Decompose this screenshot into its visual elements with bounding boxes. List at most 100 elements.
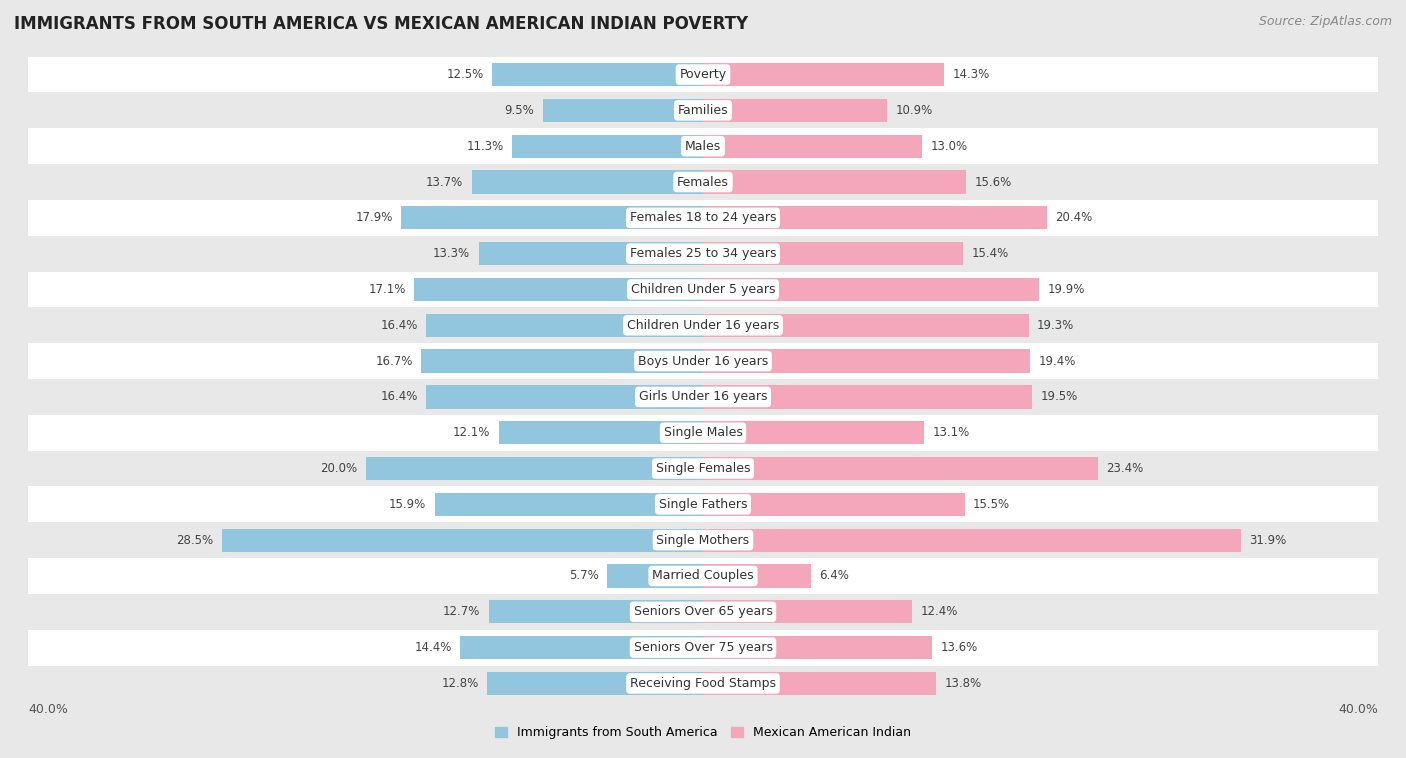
- Text: 17.9%: 17.9%: [356, 211, 392, 224]
- Text: 40.0%: 40.0%: [28, 703, 67, 716]
- Bar: [28, 594, 1378, 630]
- Text: Poverty: Poverty: [679, 68, 727, 81]
- Text: 16.4%: 16.4%: [381, 319, 418, 332]
- Bar: [607, 565, 703, 587]
- Text: 15.6%: 15.6%: [974, 176, 1012, 189]
- Text: 10.9%: 10.9%: [896, 104, 932, 117]
- Bar: [28, 558, 1378, 594]
- Bar: [28, 128, 1378, 164]
- Bar: [222, 528, 703, 552]
- Text: 31.9%: 31.9%: [1250, 534, 1286, 547]
- Bar: [703, 278, 1039, 301]
- Legend: Immigrants from South America, Mexican American Indian: Immigrants from South America, Mexican A…: [489, 722, 917, 744]
- Bar: [703, 135, 922, 158]
- Text: 17.1%: 17.1%: [368, 283, 406, 296]
- Bar: [426, 385, 703, 409]
- Bar: [512, 135, 703, 158]
- Text: 12.8%: 12.8%: [441, 677, 478, 690]
- Text: Females 25 to 34 years: Females 25 to 34 years: [630, 247, 776, 260]
- Text: 6.4%: 6.4%: [820, 569, 849, 582]
- Bar: [422, 349, 703, 373]
- Text: Families: Families: [678, 104, 728, 117]
- Text: Children Under 16 years: Children Under 16 years: [627, 319, 779, 332]
- Bar: [703, 672, 936, 695]
- Bar: [28, 343, 1378, 379]
- Bar: [28, 379, 1378, 415]
- Text: 12.5%: 12.5%: [447, 68, 484, 81]
- Text: 40.0%: 40.0%: [1339, 703, 1378, 716]
- Text: 9.5%: 9.5%: [505, 104, 534, 117]
- Bar: [28, 630, 1378, 666]
- Bar: [401, 206, 703, 230]
- Text: Boys Under 16 years: Boys Under 16 years: [638, 355, 768, 368]
- Text: 19.5%: 19.5%: [1040, 390, 1077, 403]
- Text: 13.3%: 13.3%: [433, 247, 470, 260]
- Bar: [703, 206, 1047, 230]
- Text: 19.4%: 19.4%: [1039, 355, 1076, 368]
- Bar: [499, 421, 703, 444]
- Bar: [426, 314, 703, 337]
- Text: 19.9%: 19.9%: [1047, 283, 1084, 296]
- Text: Children Under 5 years: Children Under 5 years: [631, 283, 775, 296]
- Bar: [492, 63, 703, 86]
- Text: Married Couples: Married Couples: [652, 569, 754, 582]
- Text: 13.0%: 13.0%: [931, 139, 967, 152]
- Text: Seniors Over 65 years: Seniors Over 65 years: [634, 606, 772, 619]
- Text: 20.4%: 20.4%: [1056, 211, 1092, 224]
- Bar: [703, 636, 932, 659]
- Text: Females 18 to 24 years: Females 18 to 24 years: [630, 211, 776, 224]
- Text: 15.5%: 15.5%: [973, 498, 1010, 511]
- Text: 20.0%: 20.0%: [321, 462, 357, 475]
- Text: 13.8%: 13.8%: [945, 677, 981, 690]
- Bar: [415, 278, 703, 301]
- Text: 19.3%: 19.3%: [1038, 319, 1074, 332]
- Bar: [28, 164, 1378, 200]
- Bar: [489, 600, 703, 623]
- Text: 12.4%: 12.4%: [921, 606, 957, 619]
- Bar: [472, 171, 703, 193]
- Bar: [703, 349, 1031, 373]
- Bar: [703, 457, 1098, 480]
- Bar: [28, 200, 1378, 236]
- Bar: [703, 63, 945, 86]
- Bar: [28, 236, 1378, 271]
- Text: Males: Males: [685, 139, 721, 152]
- Bar: [28, 92, 1378, 128]
- Bar: [28, 307, 1378, 343]
- Text: 13.6%: 13.6%: [941, 641, 979, 654]
- Text: 5.7%: 5.7%: [568, 569, 599, 582]
- Text: Girls Under 16 years: Girls Under 16 years: [638, 390, 768, 403]
- Text: Single Mothers: Single Mothers: [657, 534, 749, 547]
- Bar: [28, 522, 1378, 558]
- Bar: [703, 314, 1029, 337]
- Bar: [703, 493, 965, 516]
- Text: 12.7%: 12.7%: [443, 606, 481, 619]
- Bar: [703, 565, 811, 587]
- Text: 14.3%: 14.3%: [953, 68, 990, 81]
- Bar: [28, 451, 1378, 487]
- Bar: [703, 99, 887, 122]
- Text: 11.3%: 11.3%: [467, 139, 503, 152]
- Bar: [703, 600, 912, 623]
- Bar: [366, 457, 703, 480]
- Bar: [703, 242, 963, 265]
- Bar: [703, 171, 966, 193]
- Bar: [543, 99, 703, 122]
- Bar: [703, 385, 1032, 409]
- Text: Females: Females: [678, 176, 728, 189]
- Bar: [28, 666, 1378, 701]
- Text: 13.1%: 13.1%: [932, 426, 970, 439]
- Bar: [486, 672, 703, 695]
- Text: Receiving Food Stamps: Receiving Food Stamps: [630, 677, 776, 690]
- Bar: [703, 528, 1241, 552]
- Text: Single Fathers: Single Fathers: [659, 498, 747, 511]
- Text: 16.4%: 16.4%: [381, 390, 418, 403]
- Bar: [28, 57, 1378, 92]
- Bar: [28, 487, 1378, 522]
- Bar: [460, 636, 703, 659]
- Text: 14.4%: 14.4%: [415, 641, 451, 654]
- Text: IMMIGRANTS FROM SOUTH AMERICA VS MEXICAN AMERICAN INDIAN POVERTY: IMMIGRANTS FROM SOUTH AMERICA VS MEXICAN…: [14, 15, 748, 33]
- Text: Source: ZipAtlas.com: Source: ZipAtlas.com: [1258, 15, 1392, 28]
- Bar: [28, 415, 1378, 451]
- Text: 15.4%: 15.4%: [972, 247, 1008, 260]
